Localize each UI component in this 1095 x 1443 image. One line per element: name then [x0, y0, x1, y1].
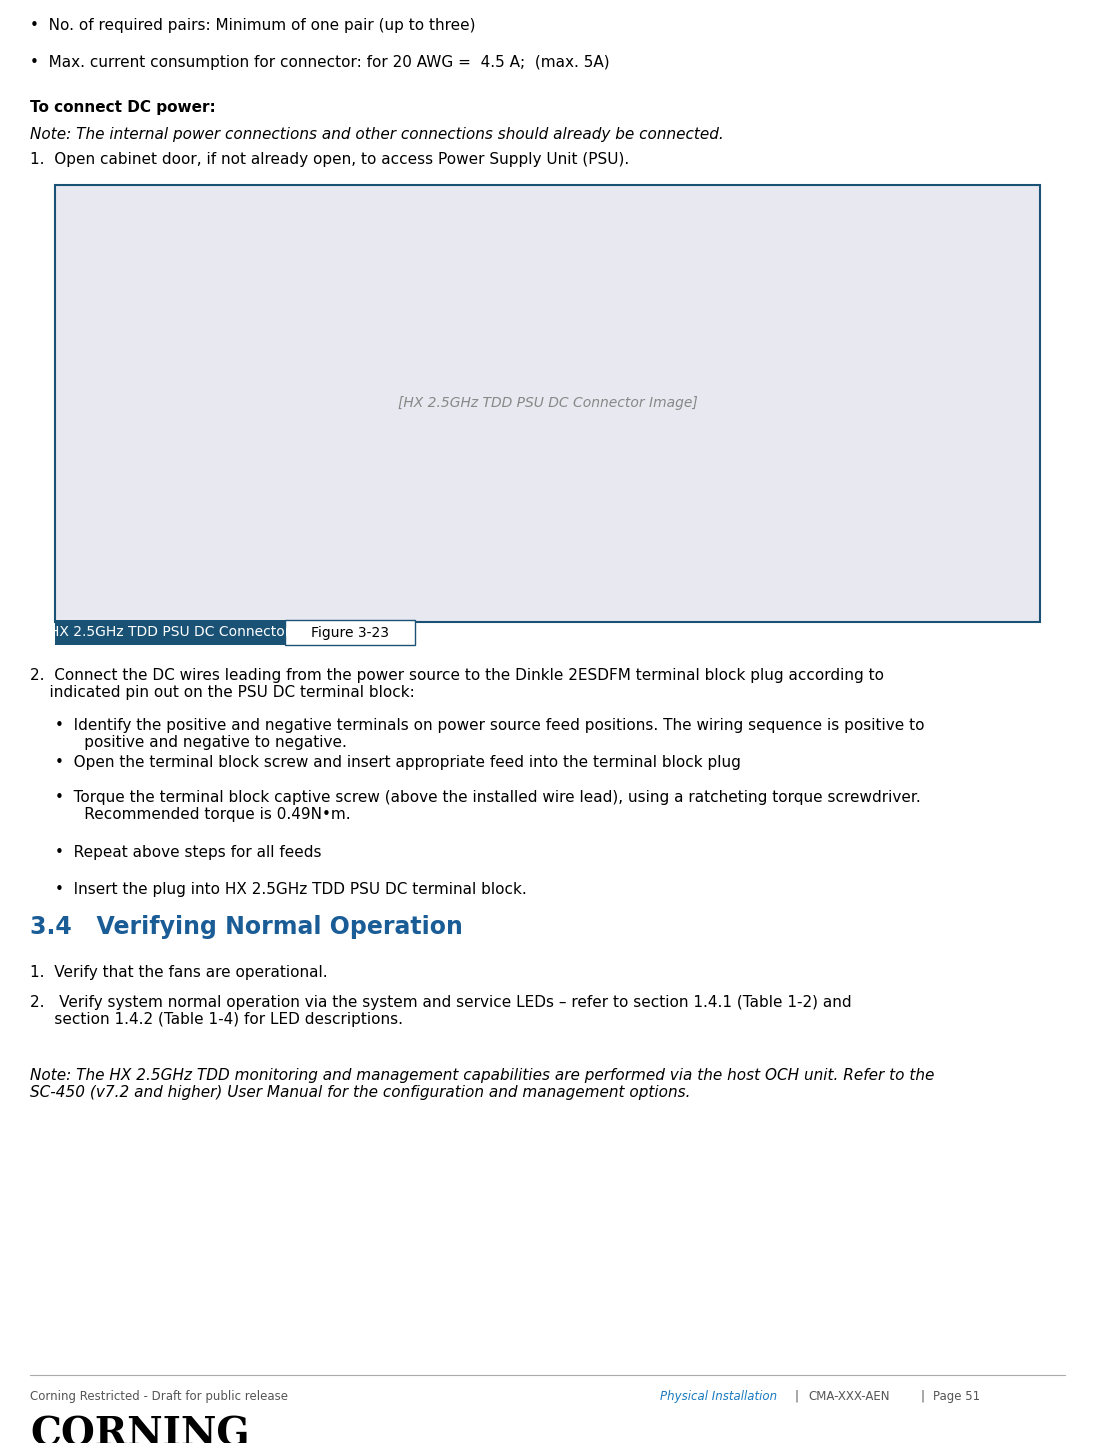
Text: [HX 2.5GHz TDD PSU DC Connector Image]: [HX 2.5GHz TDD PSU DC Connector Image]: [397, 397, 698, 410]
Text: 3.4   Verifying Normal Operation: 3.4 Verifying Normal Operation: [30, 915, 463, 939]
Text: •  Repeat above steps for all feeds: • Repeat above steps for all feeds: [55, 846, 322, 860]
Text: Corning Restricted - Draft for public release: Corning Restricted - Draft for public re…: [30, 1390, 288, 1403]
Text: To connect DC power:: To connect DC power:: [30, 100, 216, 115]
Text: •  Identify the positive and negative terminals on power source feed positions. : • Identify the positive and negative ter…: [55, 719, 924, 750]
Bar: [55, 185, 1040, 622]
Text: Physical Installation: Physical Installation: [660, 1390, 777, 1403]
Text: |: |: [920, 1390, 924, 1403]
Bar: [285, 620, 415, 645]
Text: •  No. of required pairs: Minimum of one pair (up to three): • No. of required pairs: Minimum of one …: [30, 17, 475, 33]
Text: 2.   Verify system normal operation via the system and service LEDs – refer to s: 2. Verify system normal operation via th…: [30, 996, 852, 1027]
Text: •  Insert the plug into HX 2.5GHz TDD PSU DC terminal block.: • Insert the plug into HX 2.5GHz TDD PSU…: [55, 882, 527, 898]
Text: 1.  Open cabinet door, if not already open, to access Power Supply Unit (PSU).: 1. Open cabinet door, if not already ope…: [30, 152, 630, 167]
Text: •  Torque the terminal block captive screw (above the installed wire lead), usin: • Torque the terminal block captive scre…: [55, 789, 921, 823]
Text: Page 51: Page 51: [933, 1390, 980, 1403]
Text: 2.  Connect the DC wires leading from the power source to the Dinkle 2ESDFM term: 2. Connect the DC wires leading from the…: [30, 668, 884, 700]
Text: Note: The HX 2.5GHz TDD monitoring and management capabilities are performed via: Note: The HX 2.5GHz TDD monitoring and m…: [30, 1068, 934, 1101]
Text: 1.  Verify that the fans are operational.: 1. Verify that the fans are operational.: [30, 965, 327, 980]
Text: CORNING: CORNING: [30, 1416, 250, 1443]
Text: •  Max. current consumption for connector: for 20 AWG =  4.5 A;  (max. 5A): • Max. current consumption for connector…: [30, 55, 610, 71]
Text: |: |: [795, 1390, 799, 1403]
Text: CMA-XXX-AEN: CMA-XXX-AEN: [808, 1390, 889, 1403]
Text: •  Open the terminal block screw and insert appropriate feed into the terminal b: • Open the terminal block screw and inse…: [55, 755, 741, 771]
Text: Figure 3-23: Figure 3-23: [311, 625, 389, 639]
Text: HX 2.5GHz TDD PSU DC Connector: HX 2.5GHz TDD PSU DC Connector: [49, 625, 291, 639]
Bar: [55, 620, 285, 645]
Text: Note: The internal power connections and other connections should already be con: Note: The internal power connections and…: [30, 127, 724, 141]
